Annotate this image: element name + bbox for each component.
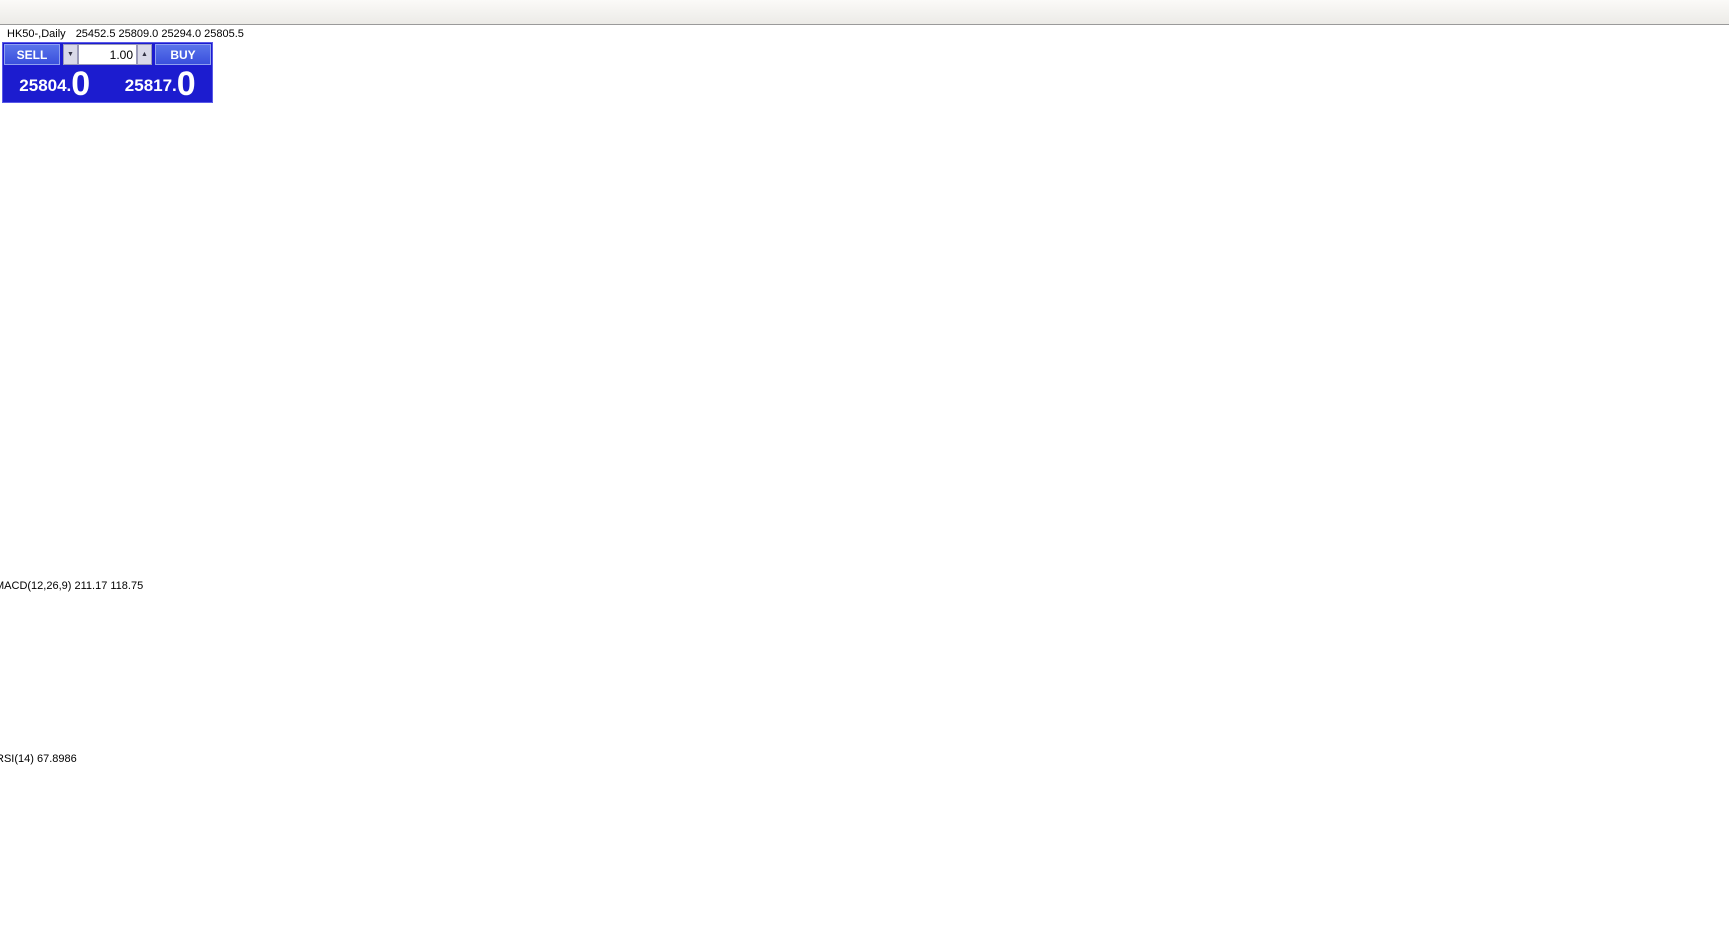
volume-input[interactable] xyxy=(78,44,137,65)
volume-increase-button[interactable]: ▲ xyxy=(137,44,152,65)
volume-decrease-button[interactable]: ▼ xyxy=(63,44,78,65)
buy-button[interactable]: BUY xyxy=(155,44,211,65)
sell-button[interactable]: SELL xyxy=(4,44,60,65)
sell-price[interactable]: 25804. 0 xyxy=(19,65,91,103)
buy-price[interactable]: 25817. 0 xyxy=(124,65,196,103)
chart-ohlc-values: 25452.5 25809.0 25294.0 25805.5 xyxy=(75,28,244,40)
chart-title: HK50-,Daily 25452.5 25809.0 25294.0 25805… xyxy=(7,28,244,40)
one-click-trading-panel: SELL ▼ ▲ BUY 25804.0 25817.0 xyxy=(2,42,213,103)
rsi-indicator-label: RSI(14) 67.8986 xyxy=(0,753,77,765)
macd-indicator-label: MACD(12,26,9) 211.17 118.75 xyxy=(0,580,144,592)
main-toolbar xyxy=(0,0,1729,25)
chart-symbol-period: HK50-,Daily xyxy=(7,28,66,40)
volume-stepper: ▼ ▲ xyxy=(63,44,152,65)
